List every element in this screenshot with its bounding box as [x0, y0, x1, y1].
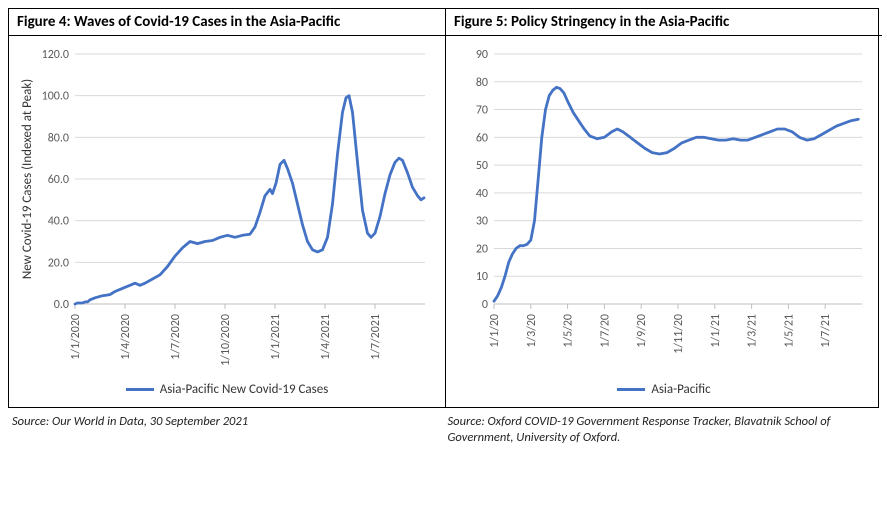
svg-text:1/7/2020: 1/7/2020 — [169, 314, 183, 360]
figure5-source: Source: Oxford COVID-19 Government Respo… — [444, 412, 880, 447]
svg-text:1/1/21: 1/1/21 — [709, 314, 723, 348]
svg-text:0.0: 0.0 — [54, 298, 69, 312]
figure5-legend-label: Asia-Pacific — [651, 382, 710, 397]
svg-text:50: 50 — [476, 159, 488, 173]
figure4-legend-swatch — [126, 388, 154, 391]
svg-text:80.0: 80.0 — [48, 131, 69, 145]
svg-text:1/7/21: 1/7/21 — [819, 314, 833, 348]
svg-text:0: 0 — [482, 298, 488, 312]
svg-text:1/7/20: 1/7/20 — [598, 314, 612, 348]
svg-text:40.0: 40.0 — [48, 215, 69, 229]
svg-text:1/11/20: 1/11/20 — [672, 314, 686, 354]
figure5-legend: Asia-Pacific — [446, 378, 882, 407]
svg-text:1/3/21: 1/3/21 — [746, 314, 760, 348]
svg-text:20.0: 20.0 — [48, 256, 69, 270]
figure4-title: Figure 4: Waves of Covid-19 Cases in the… — [9, 9, 445, 36]
figure5-title: Figure 5: Policy Stringency in the Asia-… — [446, 9, 882, 36]
svg-text:90: 90 — [476, 48, 488, 62]
figure4-svg: 0.0 20.0 40.0 60.0 80.0 100.0 120.0 1/1/2020 1/4… — [17, 44, 437, 374]
svg-text:120.0: 120.0 — [42, 48, 69, 62]
figure5-legend-swatch — [617, 388, 645, 391]
svg-text:1/9/20: 1/9/20 — [635, 314, 649, 348]
svg-text:70: 70 — [476, 104, 488, 118]
svg-text:60: 60 — [476, 131, 488, 145]
svg-text:New Covid-19 Cases (Indexed at: New Covid-19 Cases (Indexed at Peak) — [20, 79, 35, 279]
svg-text:1/3/20: 1/3/20 — [525, 314, 539, 348]
figure5-svg: 0 10 20 30 40 50 60 70 80 90 1/1/20 1/3/20 1/5/20 1/7… — [454, 44, 874, 374]
svg-text:60.0: 60.0 — [48, 173, 69, 187]
svg-text:1/4/2020: 1/4/2020 — [119, 314, 133, 360]
svg-text:1/5/20: 1/5/20 — [562, 314, 576, 348]
svg-text:10: 10 — [476, 270, 488, 284]
figure-row: Figure 4: Waves of Covid-19 Cases in the… — [8, 8, 879, 408]
figure4-legend-label: Asia-Pacific New Covid-19 Cases — [160, 382, 329, 397]
svg-text:1/4/2021: 1/4/2021 — [319, 314, 333, 360]
svg-text:1/5/21: 1/5/21 — [782, 314, 796, 348]
svg-text:80: 80 — [476, 76, 488, 90]
figure5-chart: 0 10 20 30 40 50 60 70 80 90 1/1/20 1/3/20 1/5/20 1/7… — [446, 36, 882, 378]
figure4-panel: Figure 4: Waves of Covid-19 Cases in the… — [9, 9, 446, 407]
svg-text:1/7/2021: 1/7/2021 — [369, 314, 383, 360]
figure4-chart: 0.0 20.0 40.0 60.0 80.0 100.0 120.0 1/1/2020 1/4… — [9, 36, 445, 378]
figure4-source: Source: Our World in Data, 30 September … — [8, 412, 444, 447]
figure4-legend: Asia-Pacific New Covid-19 Cases — [9, 378, 445, 407]
svg-text:40: 40 — [476, 187, 488, 201]
svg-text:1/1/2021: 1/1/2021 — [269, 314, 283, 360]
source-row: Source: Our World in Data, 30 September … — [8, 412, 879, 447]
svg-text:30: 30 — [476, 215, 488, 229]
svg-text:1/1/20: 1/1/20 — [488, 314, 502, 348]
svg-text:100.0: 100.0 — [42, 90, 69, 104]
svg-text:1/10/2020: 1/10/2020 — [219, 314, 233, 366]
svg-text:20: 20 — [476, 242, 488, 256]
svg-text:1/1/2020: 1/1/2020 — [69, 314, 83, 360]
figure5-panel: Figure 5: Policy Stringency in the Asia-… — [446, 9, 882, 407]
